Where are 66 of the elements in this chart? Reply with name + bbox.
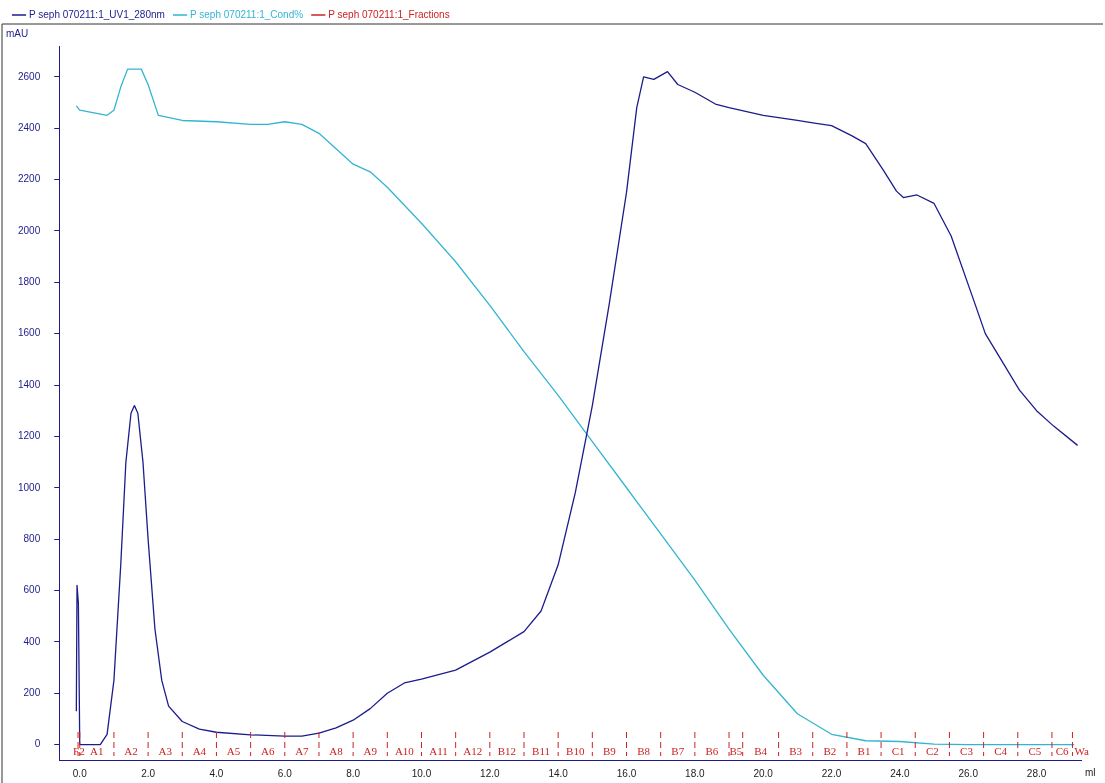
x-tick-label: 2.0 bbox=[141, 767, 156, 779]
ref-line-label: C6 bbox=[1055, 744, 1070, 757]
y-tick-label: 2200 bbox=[18, 173, 41, 185]
ref-line-label: C2 bbox=[925, 744, 939, 757]
ref-line-label: A11 bbox=[429, 744, 448, 757]
y-tick-label: 1800 bbox=[18, 276, 41, 288]
ref-line-label: B9 bbox=[603, 744, 617, 757]
x-axis-title: ml bbox=[1085, 766, 1096, 778]
legend-label: P seph 070211:1_Cond% bbox=[190, 8, 304, 20]
ref-line-label: Wa bbox=[1074, 744, 1089, 757]
x-tick-label: 20.0 bbox=[753, 767, 774, 779]
y-axis-title: mAU bbox=[6, 27, 29, 39]
y-tick-label: 1400 bbox=[18, 378, 41, 390]
y-tick-label: 200 bbox=[23, 686, 41, 698]
y-tick-label: 1200 bbox=[18, 430, 41, 442]
x-tick-label: 28.0 bbox=[1026, 767, 1047, 779]
x-tick-label: 16.0 bbox=[616, 767, 637, 779]
ref-line-label: B12 bbox=[497, 744, 517, 757]
x-tick-label: 8.0 bbox=[346, 767, 361, 779]
x-tick-label: 18.0 bbox=[685, 767, 706, 779]
ref-line-label: B11 bbox=[532, 744, 551, 757]
ref-line-label: B7 bbox=[671, 744, 685, 757]
y-tick-label: 2000 bbox=[18, 224, 41, 236]
ref-line-label: C5 bbox=[1028, 744, 1042, 757]
ref-line-label: A3 bbox=[158, 744, 173, 757]
x-tick-label: 4.0 bbox=[209, 767, 224, 779]
ref-line-label: B1 bbox=[857, 744, 871, 757]
ref-line-label: B2 bbox=[823, 744, 837, 757]
y-tick-label: 2600 bbox=[18, 70, 41, 82]
y-tick-label: 0 bbox=[34, 738, 41, 750]
x-tick-label: 26.0 bbox=[958, 767, 979, 779]
y-tick-label: 800 bbox=[23, 532, 41, 544]
ref-line-label: A8 bbox=[329, 744, 344, 757]
ref-line-label: B10 bbox=[566, 744, 585, 757]
ref-line-label: A5 bbox=[226, 744, 241, 757]
ref-line-label: B3 bbox=[789, 744, 803, 757]
ref-line-label: A9 bbox=[363, 744, 378, 757]
ref-line-label: A2 bbox=[124, 744, 138, 757]
ref-line-label: A4 bbox=[192, 744, 207, 757]
x-tick-label: 22.0 bbox=[821, 767, 842, 779]
ref-line-label: A7 bbox=[295, 744, 310, 757]
y-tick-label: 600 bbox=[23, 584, 41, 596]
x-tick-label: 12.0 bbox=[480, 767, 500, 779]
x-tick-label: 0.0 bbox=[72, 767, 88, 779]
x-tick-label: 24.0 bbox=[890, 767, 911, 779]
x-tick-label: 10.0 bbox=[411, 767, 432, 779]
text: P seph 070211:1_Fractions bbox=[328, 8, 450, 20]
y-tick-label: 1000 bbox=[18, 481, 41, 493]
ref-line-label: C3 bbox=[960, 744, 974, 757]
legend-label: P seph 070211:1_UV1_280nm bbox=[29, 8, 165, 20]
ref-line-label: A10 bbox=[394, 744, 415, 757]
ref-line-label: A12 bbox=[463, 744, 483, 757]
ref-line-label: B4 bbox=[754, 744, 768, 757]
y-tick-label: 2400 bbox=[18, 121, 41, 133]
ref-line-label: C1 bbox=[891, 744, 905, 757]
ref-line-label: C4 bbox=[994, 744, 1008, 757]
ref-line-label: F2 bbox=[73, 744, 85, 757]
x-tick-label: 6.0 bbox=[277, 767, 293, 779]
ref-line-label: B8 bbox=[637, 744, 651, 757]
y-tick-label: 400 bbox=[23, 635, 41, 647]
x-tick-label: 14.0 bbox=[548, 767, 569, 779]
ref-line-label: A1 bbox=[90, 744, 104, 757]
y-tick-label: 1600 bbox=[18, 327, 41, 339]
ref-line-label: B5 bbox=[729, 744, 743, 757]
ref-line-label: A6 bbox=[260, 744, 275, 757]
ref-line-label: B6 bbox=[705, 744, 719, 757]
